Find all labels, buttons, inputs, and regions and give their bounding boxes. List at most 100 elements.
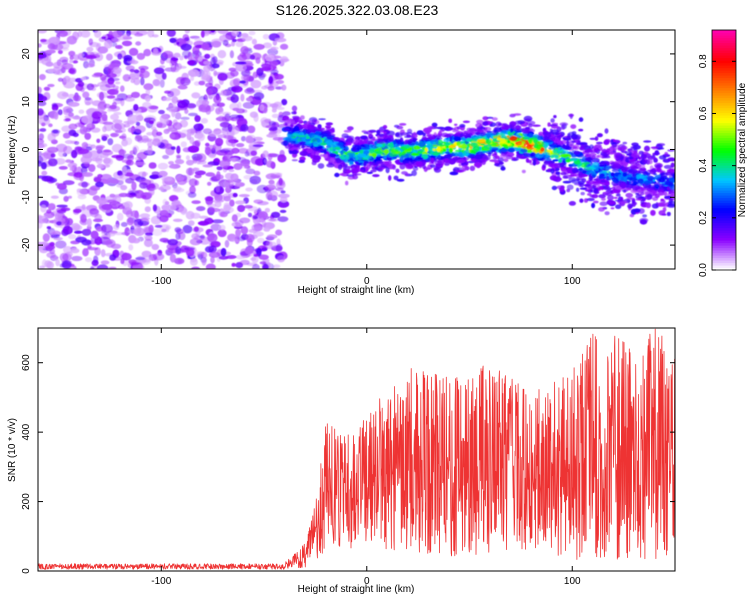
noise-blob [207,161,220,166]
noise-blob [205,172,216,177]
signal-blob [393,175,399,181]
noise-blob [57,77,64,82]
noise-blob [62,106,73,114]
noise-blob [130,91,141,99]
signal-blob [610,139,614,145]
noise-blob [148,183,156,190]
noise-blob [174,112,182,120]
signal-blob [388,175,392,181]
signal-blob [308,143,312,147]
colorbar-step [712,167,736,171]
signal-blob [591,155,596,159]
signal-blob [586,197,595,202]
signal-blob [346,174,355,177]
noise-blob [179,207,188,214]
noise-blob [38,86,42,94]
noise-blob [133,78,141,86]
signal-blob [537,136,544,141]
signal-blob [482,150,487,153]
noise-blob [180,141,187,148]
noise-blob [62,180,75,186]
noise-blob [57,109,63,116]
signal-blob [346,169,351,174]
signal-blob [337,164,343,171]
signal-blob [631,184,641,191]
noise-blob [125,178,135,184]
noise-blob [185,155,190,161]
noise-blob [249,175,261,185]
signal-blob [428,155,436,158]
signal-blob [485,132,493,136]
signal-blob [412,166,419,171]
colorbar-step [712,47,736,51]
noise-blob [221,115,232,122]
spectrogram-xlabel: Height of straight line (km) [298,285,415,296]
signal-blob [666,211,671,217]
signal-blob [663,191,668,197]
spectrogram-xtick-label: 0 [364,276,370,287]
noise-blob [229,157,240,161]
signal-blob [485,138,492,145]
noise-blob [127,154,135,161]
noise-blob [59,252,69,262]
signal-blob [309,132,315,138]
noise-blob [47,132,56,142]
noise-blob [46,252,56,258]
colorbar-step [712,100,736,104]
signal-blob [369,148,375,154]
colorbar-step [712,122,736,126]
signal-blob [346,126,354,131]
noise-blob [120,184,128,191]
signal-blob [377,138,384,143]
noise-blob [211,40,222,48]
noise-blob [110,133,118,138]
noise-blob [192,140,201,149]
signal-blob [628,177,638,182]
noise-blob [233,163,243,170]
noise-blob [97,116,108,124]
noise-blob [196,206,206,212]
signal-blob [599,180,607,183]
noise-blob [86,122,92,129]
colorbar-step [712,257,736,261]
signal-blob [483,144,492,150]
colorbar-step [712,247,736,251]
signal-blob [363,150,370,155]
noise-blob [189,258,198,266]
noise-blob [86,218,92,227]
colorbar-step [712,200,736,204]
noise-blob [186,167,195,176]
signal-blob [283,140,289,146]
signal-blob [526,144,532,150]
noise-blob [240,93,245,102]
noise-blob [169,253,176,263]
signal-blob [598,165,606,168]
noise-blob [69,67,77,75]
noise-blob [51,102,58,108]
noise-region [38,30,290,269]
noise-blob [134,135,143,142]
colorbar-step [712,107,736,111]
colorbar-step [712,130,736,134]
noise-blob [229,79,240,88]
noise-blob [49,242,55,247]
noise-blob [248,30,256,36]
colorbar-step [712,30,736,34]
signal-blob [654,190,659,193]
signal-blob [485,151,494,154]
noise-blob [198,103,211,113]
signal-blob [472,146,480,151]
signal-blob [667,200,675,207]
signal-blob [642,214,647,218]
signal-blob [622,172,627,177]
signal-blob [647,156,656,160]
signal-blob [454,123,458,127]
noise-blob [93,176,100,183]
noise-blob [197,220,210,226]
noise-blob [151,51,162,56]
noise-blob [244,246,254,255]
noise-blob [278,193,290,199]
noise-blob [55,258,60,267]
noise-blob [198,80,206,86]
noise-blob [237,54,248,62]
